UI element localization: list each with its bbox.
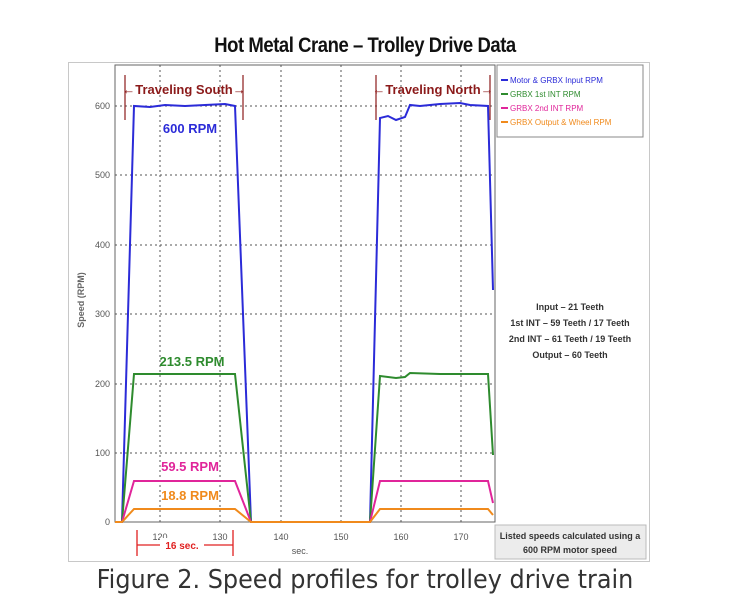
- series-output-wheel: [115, 508, 494, 523]
- svg-text:140: 140: [273, 532, 288, 542]
- legend-item-1st-int: GRBX 1st INT RPM: [510, 90, 581, 99]
- svg-text:130: 130: [212, 532, 227, 542]
- svg-text:170: 170: [453, 532, 468, 542]
- gear-int1-note: 1st INT – 59 Teeth / 17 Teeth: [510, 318, 629, 328]
- svg-text:600: 600: [95, 101, 110, 111]
- legend-item-2nd-int: GRBX 2nd INT RPM: [510, 104, 584, 113]
- annotation-59-rpm: 59.5 RPM: [161, 459, 219, 474]
- annotation-600-rpm: 600 RPM: [163, 121, 217, 136]
- series-motor-input: [115, 101, 494, 523]
- annotation-18-rpm: 18.8 RPM: [161, 488, 219, 503]
- svg-text:0: 0: [105, 517, 110, 527]
- traveling-north-label: ←Traveling North→: [372, 82, 493, 97]
- gear-output-note: Output – 60 Teeth: [532, 350, 607, 360]
- svg-text:500: 500: [95, 170, 110, 180]
- series-2nd-int: [115, 480, 494, 523]
- legend-item-motor: Motor & GRBX Input RPM: [510, 76, 603, 85]
- gridlines: [115, 65, 495, 522]
- svg-text:100: 100: [95, 448, 110, 458]
- duration-annotation: 16 sec.: [165, 541, 199, 552]
- svg-text:150: 150: [333, 532, 348, 542]
- gear-int2-note: 2nd INT – 61 Teeth / 19 Teeth: [509, 334, 631, 344]
- speed-note-line2: 600 RPM motor speed: [523, 545, 617, 555]
- y-axis-label: Speed (RPM): [76, 272, 86, 328]
- x-axis: 120 130 140 150 160 170 sec.: [152, 532, 468, 556]
- svg-text:400: 400: [95, 240, 110, 250]
- svg-text:300: 300: [95, 309, 110, 319]
- svg-text:120: 120: [152, 532, 167, 542]
- y-axis: 600 500 400 300 200 100 0: [95, 101, 110, 527]
- legend-item-output: GRBX Output & Wheel RPM: [510, 118, 612, 127]
- svg-text:200: 200: [95, 379, 110, 389]
- annotation-213-rpm: 213.5 RPM: [159, 354, 224, 369]
- figure-caption: Figure 2. Speed profiles for trolley dri…: [96, 565, 634, 595]
- legend-box: [496, 64, 644, 138]
- gear-input-note: Input – 21 Teeth: [536, 302, 604, 312]
- traveling-south-label: ←Traveling South→: [122, 82, 246, 97]
- chart-title: Hot Metal Crane – Trolley Drive Data: [214, 34, 516, 57]
- svg-text:160: 160: [393, 532, 408, 542]
- speed-note-line1: Listed speeds calculated using a: [500, 531, 642, 541]
- svg-text:sec.: sec.: [292, 546, 309, 556]
- speed-note-box: [494, 524, 647, 560]
